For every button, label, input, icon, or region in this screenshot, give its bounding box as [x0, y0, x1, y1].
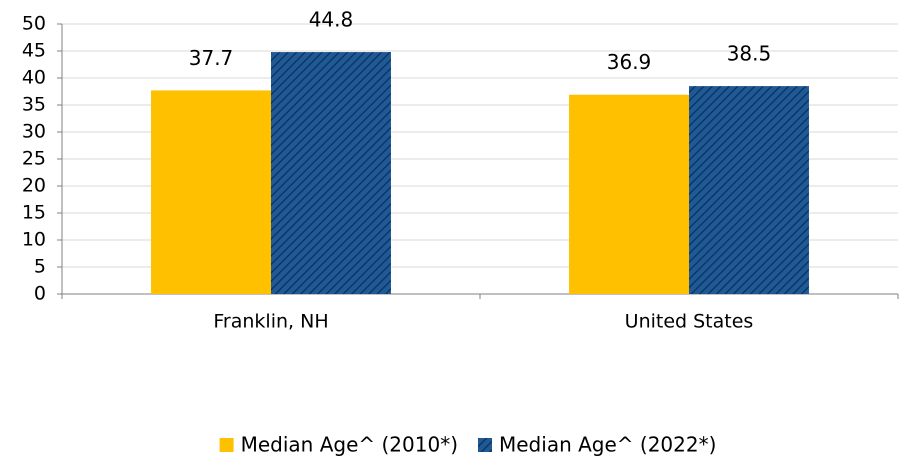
legend-label: Median Age^ (2010*)	[241, 433, 458, 457]
data-label: 37.7	[189, 46, 234, 70]
bar	[151, 90, 271, 294]
x-tick-label: Franklin, NH	[213, 311, 328, 333]
data-label: 38.5	[727, 42, 772, 66]
y-tick-label: 45	[22, 40, 46, 62]
y-tick-label: 10	[22, 229, 46, 251]
y-tick-label: 30	[22, 121, 46, 143]
data-label: 44.8	[309, 8, 354, 32]
y-tick-label: 50	[22, 13, 46, 35]
y-tick-label: 15	[22, 202, 46, 224]
y-tick-label: 25	[22, 148, 46, 170]
legend: Median Age^ (2010*) Median Age^ (2022*)	[219, 433, 716, 457]
y-tick-label: 40	[22, 67, 46, 89]
legend-label: Median Age^ (2022*)	[499, 433, 716, 457]
y-tick-label: 0	[34, 283, 46, 305]
y-tick-label: 5	[34, 256, 46, 278]
y-tick-label: 35	[22, 94, 46, 116]
bar	[689, 86, 809, 294]
x-tick-label: United States	[625, 311, 754, 333]
y-tick-label: 20	[22, 175, 46, 197]
legend-swatch	[219, 438, 234, 452]
legend-swatch	[478, 438, 492, 452]
bar	[271, 52, 391, 294]
data-label: 36.9	[607, 50, 652, 74]
bar	[569, 94, 689, 295]
